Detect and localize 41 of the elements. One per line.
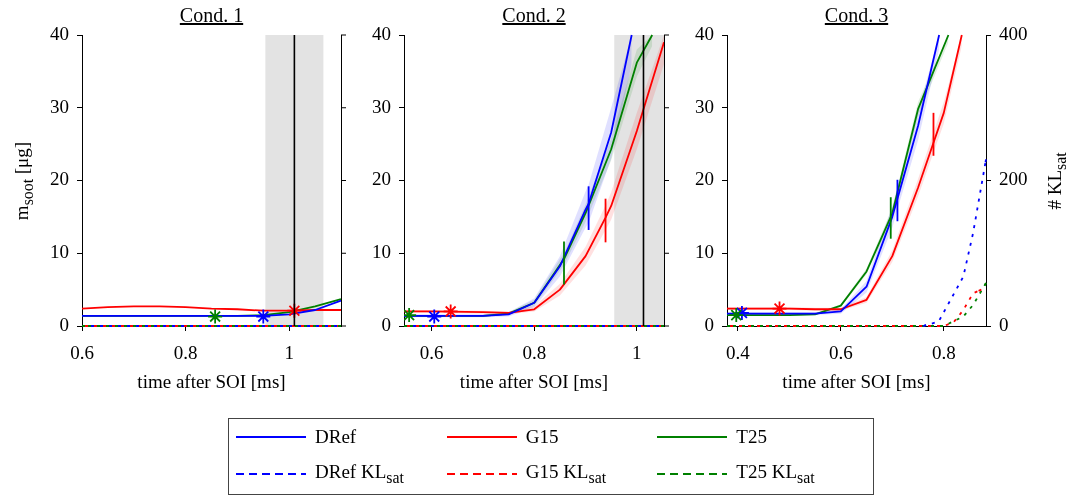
y-tick-label: 30 xyxy=(695,95,714,117)
x-tick-label: 0.8 xyxy=(173,342,198,364)
x-tick-label: 1 xyxy=(632,342,642,364)
y-tick-label: 0 xyxy=(59,313,69,335)
x-tick-label: 0.6 xyxy=(419,342,444,364)
y-tick-label: 20 xyxy=(695,168,714,190)
legend-label: DRef KL$_{sat}$ xyxy=(315,461,404,488)
y-tick-label: 40 xyxy=(50,22,69,44)
chart-title: Cond. 1 xyxy=(178,4,245,27)
chart-title: Cond. 3 xyxy=(823,4,890,27)
y2-tick-label: 0 xyxy=(999,313,1009,335)
chart-title: Cond. 2 xyxy=(501,4,567,27)
y-tick-label: 30 xyxy=(50,95,69,117)
x-tick-label: 0.6 xyxy=(828,342,853,364)
legend-label: T25 KL$_{sat}$ xyxy=(736,461,815,488)
y-tick-label: 40 xyxy=(372,22,391,44)
y2-tick-label: 200 xyxy=(999,168,1028,190)
x-axis-title: time after SOI [ms] xyxy=(781,371,932,393)
point xyxy=(771,300,788,317)
x-tick-label: 0.8 xyxy=(522,342,547,364)
y-tick-label: 10 xyxy=(695,241,714,263)
x-tick-label: 0.8 xyxy=(931,342,956,364)
y-tick-label: 20 xyxy=(50,168,69,190)
x-tick-label: 0.6 xyxy=(70,342,94,364)
y-tick-label: 20 xyxy=(372,168,391,190)
legend-label: G15 KL$_{sat}$ xyxy=(525,461,607,488)
y-tick-label: 40 xyxy=(695,22,714,44)
x-tick-label: 1 xyxy=(284,342,294,364)
y-tick-label: 30 xyxy=(372,95,391,117)
point xyxy=(734,305,750,321)
legend-label: T25 xyxy=(736,425,767,448)
y-tick-label: 0 xyxy=(704,313,714,335)
legend-label: DRef xyxy=(315,425,357,448)
y-tick-label: 0 xyxy=(381,313,391,335)
x-axis-title: time after SOI [ms] xyxy=(458,371,610,393)
legend-label: G15 xyxy=(525,425,559,448)
y-tick-label: 10 xyxy=(372,241,391,263)
x-axis-title: time after SOI [ms] xyxy=(136,371,287,393)
y2-tick-label: 400 xyxy=(999,22,1028,44)
y-tick-label: 10 xyxy=(50,241,69,263)
x-tick-label: 0.4 xyxy=(725,342,751,364)
